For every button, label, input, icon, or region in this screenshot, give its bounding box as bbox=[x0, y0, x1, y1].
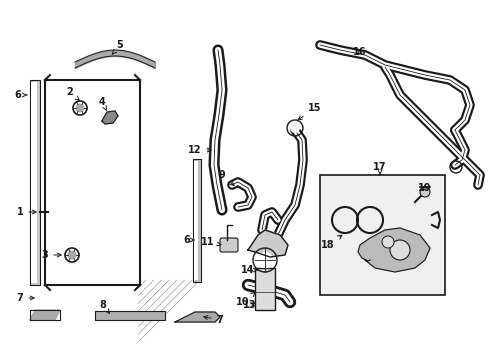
Text: 3: 3 bbox=[41, 250, 61, 260]
Text: 5: 5 bbox=[112, 40, 123, 55]
Circle shape bbox=[419, 187, 429, 197]
Text: 15: 15 bbox=[298, 103, 321, 120]
Text: 8: 8 bbox=[100, 300, 109, 313]
Bar bbox=[194, 161, 198, 280]
Text: 7: 7 bbox=[17, 293, 34, 303]
Bar bbox=[31, 82, 37, 283]
Polygon shape bbox=[247, 230, 287, 257]
Text: 12: 12 bbox=[188, 145, 211, 155]
Polygon shape bbox=[357, 228, 429, 272]
Bar bbox=[45, 80, 140, 285]
Text: 13: 13 bbox=[243, 300, 256, 310]
Text: 7: 7 bbox=[203, 315, 223, 325]
Circle shape bbox=[289, 123, 299, 133]
Polygon shape bbox=[30, 310, 60, 320]
Text: 1: 1 bbox=[17, 207, 36, 217]
Text: 4: 4 bbox=[99, 97, 106, 110]
Text: 6: 6 bbox=[15, 90, 27, 100]
Circle shape bbox=[360, 211, 378, 229]
Text: 6: 6 bbox=[183, 235, 194, 245]
Circle shape bbox=[68, 251, 76, 259]
Bar bbox=[193, 159, 201, 282]
Text: 11: 11 bbox=[201, 237, 221, 247]
Text: 17: 17 bbox=[372, 162, 386, 175]
Text: 16: 16 bbox=[352, 47, 366, 57]
Bar bbox=[254, 268, 274, 310]
Text: 14: 14 bbox=[241, 265, 257, 275]
Text: 9: 9 bbox=[218, 170, 234, 185]
FancyBboxPatch shape bbox=[220, 238, 238, 252]
Circle shape bbox=[381, 236, 393, 248]
Text: 19: 19 bbox=[417, 183, 431, 193]
Polygon shape bbox=[175, 312, 220, 322]
Circle shape bbox=[257, 252, 272, 268]
Polygon shape bbox=[102, 111, 118, 124]
Text: 2: 2 bbox=[66, 87, 79, 100]
Circle shape bbox=[389, 240, 409, 260]
Bar bbox=[95, 311, 164, 320]
Bar bbox=[319, 175, 444, 295]
Circle shape bbox=[335, 211, 353, 229]
Circle shape bbox=[76, 104, 84, 112]
Text: 10: 10 bbox=[236, 293, 255, 307]
Text: 18: 18 bbox=[321, 235, 341, 250]
Bar bbox=[30, 80, 40, 285]
